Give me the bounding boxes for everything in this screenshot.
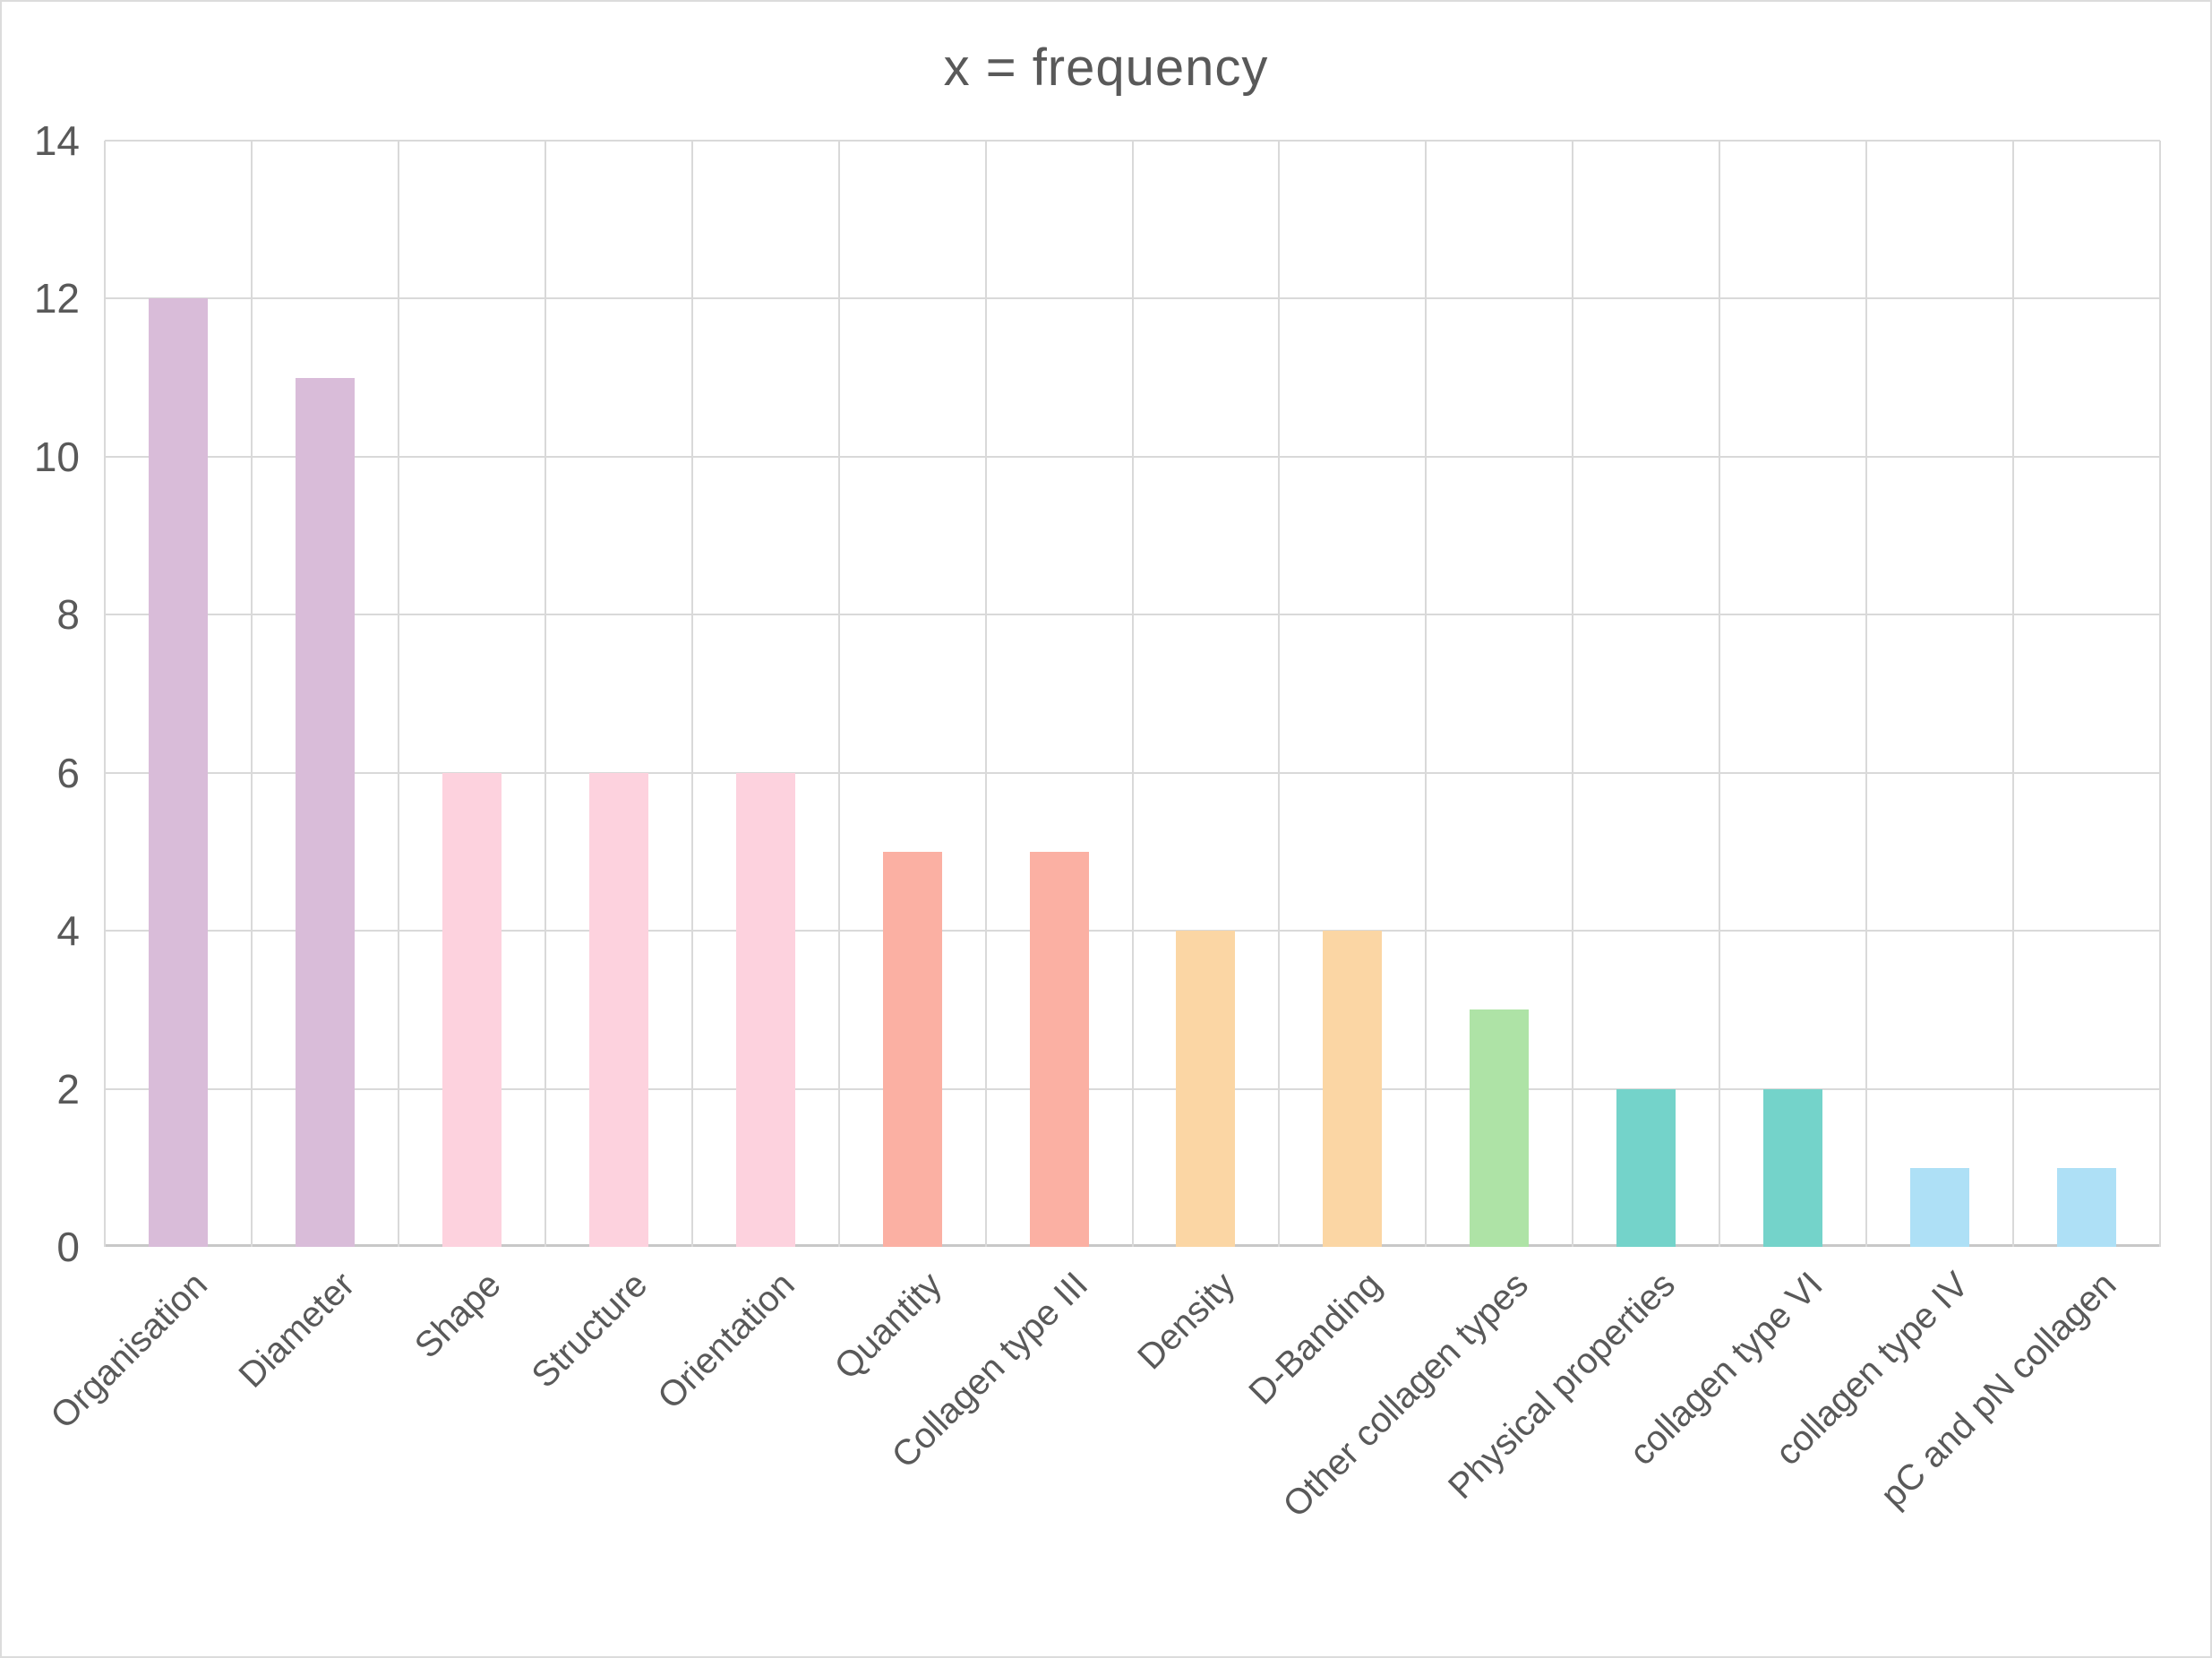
gridline-vertical (1572, 141, 1573, 1247)
chart-title: x = frequency (943, 39, 1269, 97)
y-tick-label: 0 (56, 1224, 80, 1270)
bar-collagen-type-iv (1910, 1168, 1969, 1247)
gridline-vertical (2012, 141, 2014, 1247)
y-tick-label: 8 (56, 591, 80, 639)
gridline-vertical (1278, 141, 1280, 1247)
bar-shape (442, 773, 502, 1247)
y-tick-label: 14 (33, 117, 80, 164)
bar-collagen-type-vi (1763, 1089, 1822, 1247)
x-category-label: Shape (407, 1265, 509, 1366)
y-tick-label: 2 (56, 1065, 80, 1112)
x-category-label: Other collagen types (1275, 1265, 1537, 1525)
gridline-vertical (1719, 141, 1720, 1247)
gridline-vertical (1132, 141, 1134, 1247)
bar-collagen-type-iii (1030, 852, 1089, 1247)
gridline-vertical (838, 141, 840, 1247)
gridline-vertical (104, 141, 106, 1247)
x-category-label: Organisation (43, 1265, 216, 1437)
bar-other-collagen-types (1470, 1009, 1529, 1247)
x-category-label: Diameter (231, 1265, 363, 1396)
y-tick-label: 6 (56, 749, 80, 796)
plot-area (104, 140, 2161, 1247)
gridline-vertical (251, 141, 253, 1247)
y-tick-label: 10 (33, 433, 80, 480)
y-tick-label: 4 (56, 907, 80, 955)
bar-density (1176, 931, 1235, 1247)
bar-quantity (883, 852, 942, 1247)
gridline-vertical (1865, 141, 1867, 1247)
x-category-label: Orientation (650, 1265, 802, 1417)
gridline-vertical (398, 141, 399, 1247)
gridline-vertical (544, 141, 546, 1247)
gridline-vertical (1425, 141, 1427, 1247)
gridline-vertical (985, 141, 987, 1247)
bar-physical-properties (1616, 1089, 1676, 1247)
bar-structure (589, 773, 648, 1247)
bar-d-banding (1323, 931, 1382, 1247)
x-category-label: Quantity (827, 1265, 949, 1387)
x-category-label: Density (1130, 1265, 1243, 1378)
x-category-label: Structure (524, 1265, 656, 1396)
y-tick-label: 12 (33, 275, 80, 322)
bar-organisation (149, 298, 208, 1247)
bar-diameter (296, 378, 355, 1247)
bar-orientation (736, 773, 795, 1247)
gridline-vertical (691, 141, 693, 1247)
x-category-label: D-Banding (1241, 1265, 1390, 1413)
gridline-vertical (2159, 141, 2161, 1247)
bar-pc-and-pn-collagen (2057, 1168, 2116, 1247)
